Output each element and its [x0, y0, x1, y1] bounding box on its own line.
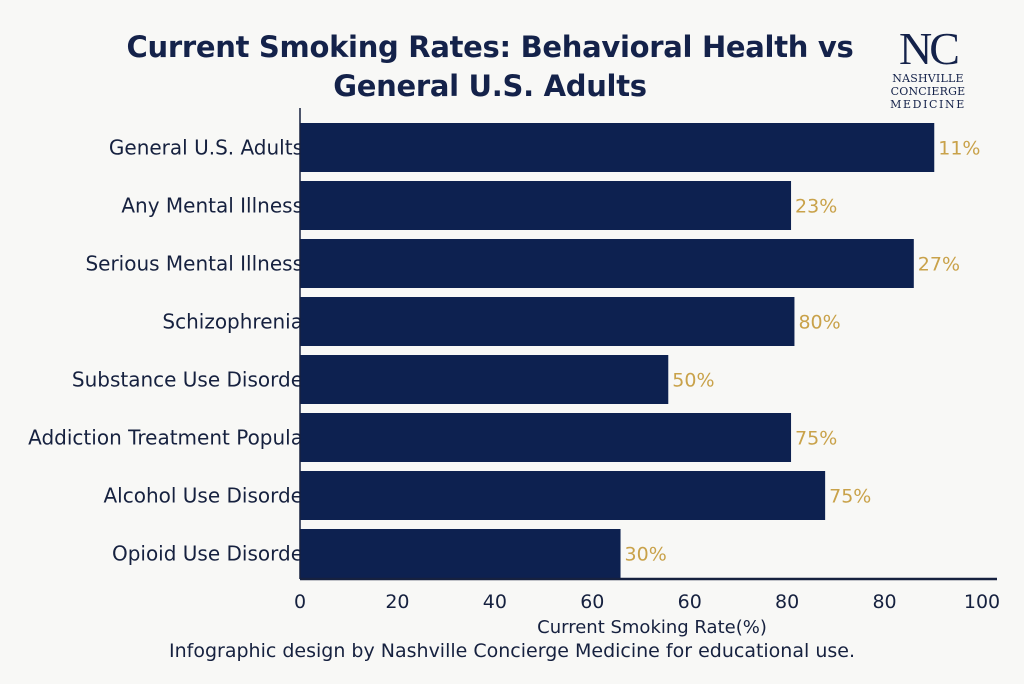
bar-5 — [300, 413, 792, 462]
value-label: 80% — [798, 312, 840, 334]
chart-title: Current Smoking Rates: Behavioral Health… — [90, 28, 890, 106]
category-label: Alcohol Use Disorde — [103, 484, 303, 508]
chart-title-line-2: General U.S. Adults — [333, 69, 647, 103]
x-tick-label: 0 — [294, 591, 306, 613]
value-label: 75% — [829, 486, 871, 508]
x-tick-label: 80 — [775, 591, 799, 613]
bar-2 — [300, 239, 914, 288]
category-label: Serious Mental Illness — [85, 252, 303, 276]
x-axis-title: Current Smoking Rate(%) — [537, 617, 767, 638]
category-label: Any Mental Illness — [121, 194, 303, 218]
x-tick-label: 80 — [872, 591, 896, 613]
value-label: 75% — [795, 428, 837, 450]
bar-6 — [300, 471, 826, 520]
footer-credit: Infographic design by Nashville Concierg… — [169, 640, 855, 662]
x-tick-label: 40 — [483, 591, 507, 613]
category-label: Addiction Treatment Popula — [28, 426, 303, 450]
value-label: 50% — [672, 370, 714, 392]
x-tick-labels-group: 0 20 40 60 60 80 80 100 — [294, 591, 1000, 613]
category-labels-group: General U.S. Adults Any Mental Illness Ser… — [28, 136, 303, 566]
category-label: General U.S. Adults — [109, 136, 303, 160]
bar-0 — [300, 123, 935, 172]
bars-group — [300, 123, 935, 578]
logo-monogram: NC — [899, 23, 960, 74]
bar-7 — [300, 529, 621, 578]
x-tick-label: 60 — [580, 591, 604, 613]
chart-title-line-1: Current Smoking Rates: Behavioral Health… — [126, 30, 854, 64]
logo-line-2: CONCIERGE — [890, 85, 966, 98]
logo-line-1: NASHVILLE — [892, 72, 964, 85]
nashville-concierge-medicine-logo: NC NASHVILLE CONCIERGE MEDICINE — [878, 23, 978, 112]
category-label: Opioid Use Disorde — [112, 542, 303, 566]
value-label: 11% — [938, 138, 980, 160]
logo-line-3: MEDICINE — [890, 98, 966, 111]
x-tick-label: 60 — [678, 591, 702, 613]
bar-4 — [300, 355, 669, 404]
value-label: 30% — [625, 544, 667, 566]
value-label: 27% — [918, 254, 960, 276]
category-label: Substance Use Disorde — [72, 368, 303, 392]
bar-3 — [300, 297, 795, 346]
value-labels-group: 11% 23% 27% 80% 50% 75% 75% 30% — [625, 138, 981, 566]
x-tick-label: 20 — [385, 591, 409, 613]
value-label: 23% — [795, 196, 837, 218]
x-tick-label: 100 — [964, 591, 1000, 613]
category-label: Schizophrenia — [162, 310, 303, 334]
bar-1 — [300, 181, 792, 230]
